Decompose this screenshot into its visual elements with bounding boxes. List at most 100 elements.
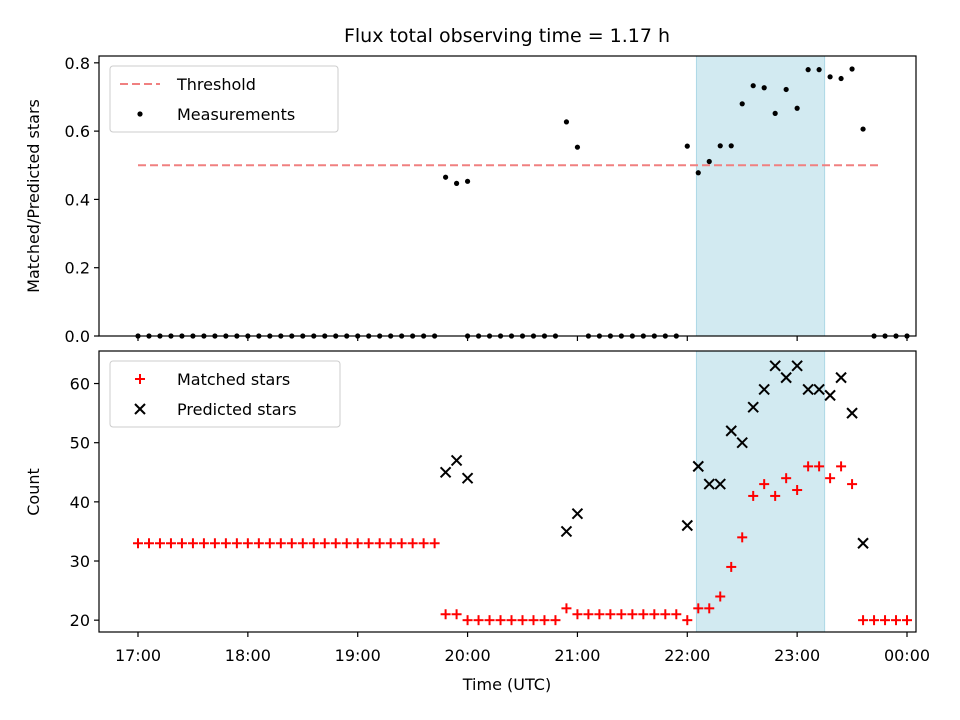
- predicted-star-point: [692, 460, 704, 473]
- matched-star-point: [528, 615, 539, 626]
- predicted-star-point: [461, 472, 474, 484]
- matched-star-point: [330, 538, 341, 549]
- matched-star-point: [869, 615, 880, 626]
- matched-star-point: [737, 532, 748, 543]
- legend-predicted-swatch: [134, 403, 146, 415]
- matched-star-point: [133, 538, 143, 549]
- legend-label: Matched stars: [177, 370, 290, 389]
- matched-star-point: [264, 538, 275, 549]
- measurement-point: [464, 178, 471, 184]
- matched-star-point: [242, 538, 253, 549]
- highlight-span: [695, 350, 826, 633]
- y-tick-label: 30: [70, 552, 90, 571]
- x-tick-label: 18:00: [225, 646, 271, 665]
- matched-star-point: [847, 479, 858, 490]
- matched-star-point: [539, 615, 550, 626]
- legend-label: Measurements: [177, 105, 295, 124]
- top-y-axis-label: Matched/Predicted stars: [24, 99, 43, 293]
- bottom-y-axis-label: Count: [24, 468, 43, 516]
- legend: Matched stars Predicted stars: [109, 360, 341, 428]
- measurement-point: [805, 67, 811, 73]
- axes-frame: [98, 350, 917, 633]
- predicted-star-point: [813, 383, 825, 396]
- matched-star-point: [891, 615, 902, 626]
- measurement-point: [453, 180, 460, 186]
- y-tick-label: 60: [70, 375, 90, 394]
- matched-star-point: [319, 538, 330, 549]
- predicted-star-point: [791, 360, 803, 372]
- predicted-star-point: [824, 389, 836, 402]
- measurement-point: [816, 67, 822, 73]
- matched-star-point: [781, 473, 792, 484]
- measurement-point: [783, 86, 789, 93]
- y-tick-label: 0.2: [65, 259, 90, 278]
- x-tick-label: 20:00: [445, 646, 491, 665]
- measurement-point: [860, 126, 866, 132]
- matched-star-point: [484, 615, 495, 626]
- predicted-star-point: [802, 383, 814, 396]
- matched-star-point: [836, 461, 847, 472]
- predicted-star-point: [846, 407, 858, 419]
- measurement-point: [574, 144, 581, 150]
- predicted-star-point: [857, 537, 869, 549]
- predicted-star-point: [450, 454, 463, 467]
- legend-label: Predicted stars: [177, 400, 297, 419]
- matched-star-point: [297, 538, 308, 549]
- predicted-star-point: [714, 478, 726, 490]
- x-tick-label: 17:00: [115, 646, 161, 665]
- matched-star-point: [209, 538, 220, 549]
- predicted-star-point: [560, 525, 573, 538]
- bottom-panel: 20 30 40 50 60 17:00 18:00 19:00 20:00 21:00 22:00…: [70, 350, 930, 665]
- x-axis-label: Time (UTC): [462, 675, 551, 694]
- predicted-star-point: [703, 478, 715, 490]
- predicted-star-point: [439, 466, 452, 478]
- predicted-star-point: [747, 401, 759, 413]
- matched-star-point: [352, 538, 363, 549]
- matched-star-point: [792, 485, 803, 496]
- matched-star-point: [275, 538, 286, 549]
- matched-star-point: [693, 603, 704, 614]
- matched-star-point: [473, 615, 484, 626]
- matched-star-point: [550, 615, 561, 626]
- matched-star-point: [858, 615, 869, 626]
- measurement-point: [772, 110, 778, 116]
- matched-star-point: [660, 609, 671, 620]
- matched-star-point: [451, 609, 462, 620]
- measurement-point: [849, 66, 855, 72]
- axes-frame: [98, 55, 917, 337]
- matched-star-point: [770, 490, 781, 501]
- chart-title: Flux total observing time = 1.17 h: [344, 25, 670, 47]
- matched-star-point: [682, 615, 693, 626]
- matched-star-point: [462, 615, 473, 626]
- x-tick-label: 21:00: [554, 646, 600, 665]
- legend: Threshold Measurements: [109, 65, 339, 133]
- matched-star-point: [374, 538, 385, 549]
- measurement-point: [750, 83, 756, 89]
- x-tick-label: 00:00: [884, 646, 930, 665]
- matched-star-point: [825, 473, 836, 484]
- predicted-star-point: [769, 360, 781, 372]
- measurement-point: [794, 105, 800, 111]
- matched-star-point: [649, 609, 660, 620]
- predicted-star-point: [571, 507, 584, 520]
- matched-star-point: [154, 538, 165, 549]
- matched-star-point: [803, 461, 814, 472]
- x-tick-label: 19:00: [335, 646, 381, 665]
- y-tick-label: 0.4: [65, 190, 90, 209]
- predicted-star-point: [681, 519, 693, 532]
- y-tick-label: 0.6: [65, 122, 90, 141]
- matched-star-point: [440, 609, 451, 620]
- y-tick-label: 20: [70, 611, 90, 630]
- matched-star-point: [385, 538, 396, 549]
- matched-star-point: [198, 538, 209, 549]
- y-tick-label: 0.8: [65, 54, 90, 73]
- matched-star-point: [341, 538, 352, 549]
- matched-star-point: [715, 591, 726, 602]
- matched-star-point: [253, 538, 264, 549]
- top-panel: 0.0 0.2 0.4 0.6 0.8 Threshold Measurements: [65, 54, 917, 346]
- legend-matched-swatch: [135, 374, 145, 384]
- matched-star-point: [429, 538, 440, 549]
- y-tick-label: 0.0: [65, 327, 90, 346]
- matched-star-point: [187, 538, 198, 549]
